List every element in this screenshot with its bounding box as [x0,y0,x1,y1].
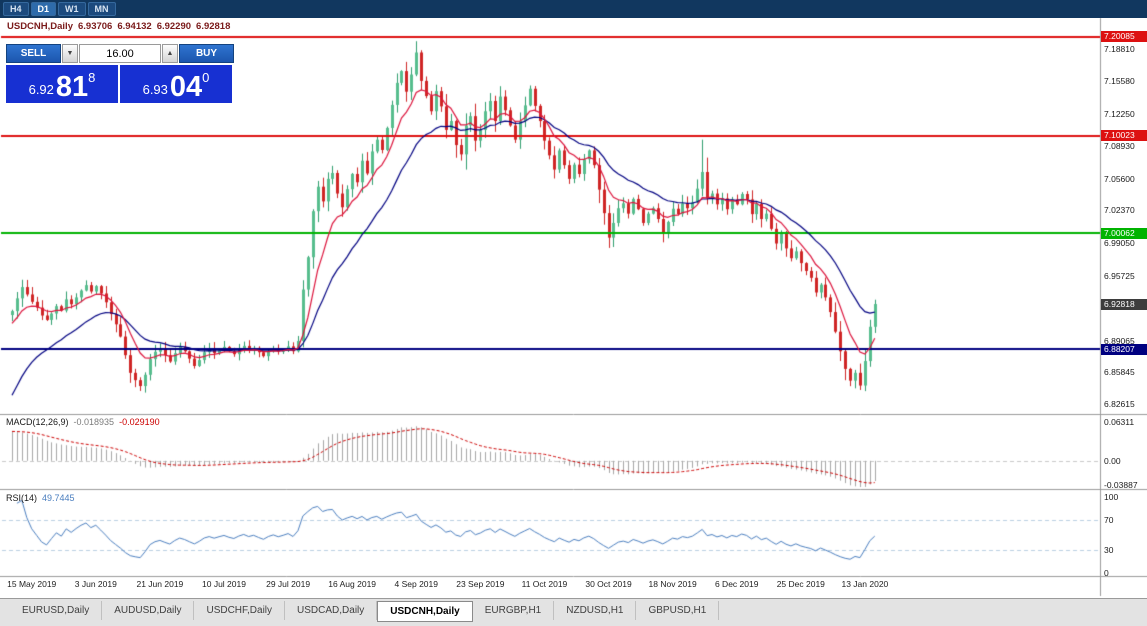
timeframe-button-w1[interactable]: W1 [58,2,86,16]
buy-button[interactable]: BUY [179,44,234,63]
bid-price-display[interactable]: 6.92 81 8 [6,65,118,103]
ask-price-display[interactable]: 6.93 04 0 [120,65,232,103]
chart-symbol-period: USDCNH,Daily [7,21,73,32]
ask-price-pip-digit: 0 [202,70,210,85]
chart-tab-eurusd[interactable]: EURUSD,Daily [10,601,103,620]
ohlc-close: 6.92818 [196,21,231,32]
ask-price-prefix: 6.93 [142,82,168,97]
chart-tab-gbpusd[interactable]: GBPUSD,H1 [636,601,720,620]
one-click-trade-panel: SELL ▼ ▲ BUY 6.92 81 8 6.93 04 0 [6,44,236,103]
rsi-value: 49.7445 [42,493,75,503]
chart-tab-audusd[interactable]: AUDUSD,Daily [102,601,195,620]
macd-signal-value: -0.029190 [119,417,160,427]
timeframe-button-d1[interactable]: D1 [30,2,57,16]
timeframe-toolbar: H4 D1 W1 MN [0,0,1147,18]
trade-panel-prices-row: 6.92 81 8 6.93 04 0 [6,65,236,103]
volume-increase-button[interactable]: ▲ [162,44,178,63]
chart-tab-usdcad[interactable]: USDCAD,Daily [285,601,378,620]
macd-indicator-label: MACD(12,26,9) -0.018935 -0.029190 [6,417,160,427]
chart-tab-usdcnh[interactable]: USDCNH,Daily [377,601,473,622]
macd-main-value: -0.018935 [73,417,115,427]
ohlc-high: 6.94132 [117,21,152,32]
chart-tab-usdchf[interactable]: USDCHF,Daily [194,601,286,620]
chevron-down-icon: ▼ [66,50,74,57]
chart-tab-nzdusd[interactable]: NZDUSD,H1 [554,601,637,620]
rsi-indicator-label: RSI(14) 49.7445 [6,493,75,503]
volume-input[interactable] [79,44,161,63]
chart-title: USDCNH,Daily 6.93706 6.94132 6.92290 6.92818 [7,21,235,32]
chart-tab-bar: EURUSD,Daily AUDUSD,Daily USDCHF,Daily USDC… [0,598,1147,626]
macd-name: MACD(12,26,9) [6,417,69,427]
ohlc-low: 6.92290 [156,21,192,32]
timeframe-button-mn[interactable]: MN [87,2,116,16]
sell-button[interactable]: SELL [6,44,61,63]
volume-decrease-button[interactable]: ▼ [62,44,78,63]
timeframe-button-h4[interactable]: H4 [3,2,29,16]
ohlc-open: 6.93706 [78,21,113,32]
bid-price-pip-digit: 8 [88,70,96,85]
rsi-name: RSI(14) [6,493,38,503]
bid-price-prefix: 6.92 [28,82,54,97]
chart-tab-eurgbp[interactable]: EURGBP,H1 [473,601,555,620]
chevron-up-icon: ▲ [166,50,174,57]
bid-price-big-digits: 81 [55,71,89,104]
trade-panel-controls-row: SELL ▼ ▲ BUY [6,44,236,63]
ask-price-big-digits: 04 [169,71,203,104]
